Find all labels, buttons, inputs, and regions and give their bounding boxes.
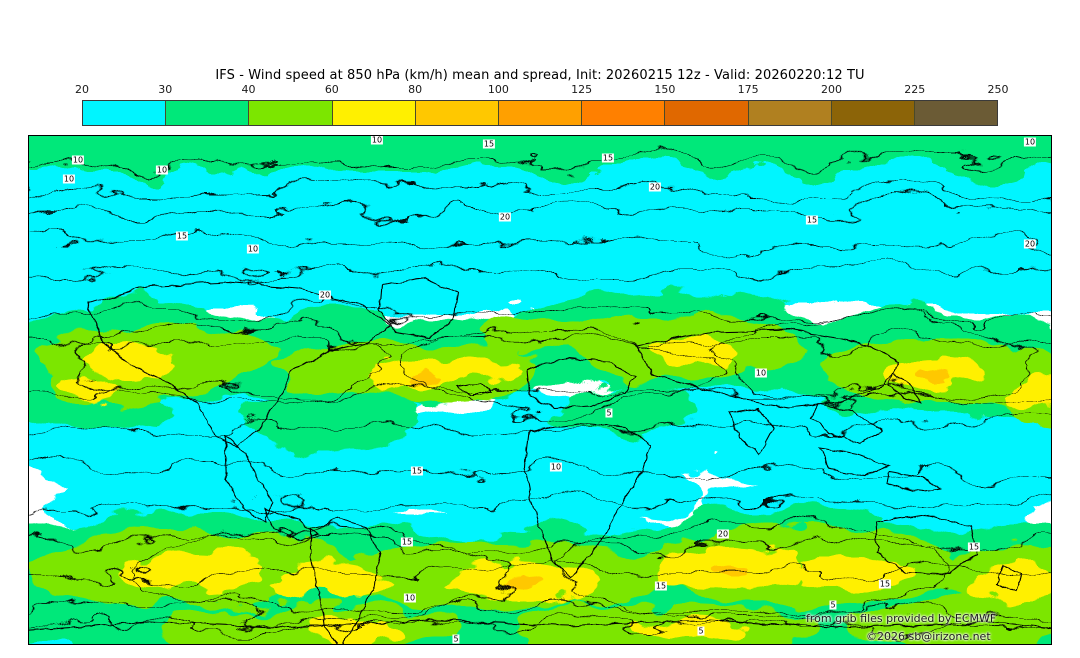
contour-label-5: 5 bbox=[829, 600, 837, 610]
colorbar-band-125-150 bbox=[582, 101, 666, 125]
contour-label-15: 15 bbox=[400, 537, 414, 547]
colorbar-tick-150: 150 bbox=[654, 83, 676, 96]
colorbar-tick-200: 200 bbox=[820, 83, 842, 96]
contour-label-20: 20 bbox=[498, 212, 512, 222]
contour-label-10: 10 bbox=[62, 174, 76, 184]
colorbar-band-200-225 bbox=[831, 101, 915, 125]
contour-label-5: 5 bbox=[697, 626, 705, 636]
colorbar-band-225-250 bbox=[914, 101, 998, 125]
colorbar-band-40-60 bbox=[249, 101, 333, 125]
contour-label-15: 15 bbox=[482, 139, 496, 149]
colorbar-tick-125: 125 bbox=[571, 83, 593, 96]
colorbar bbox=[82, 100, 998, 126]
colorbar-tick-175: 175 bbox=[737, 83, 759, 96]
colorbar-band-30-40 bbox=[166, 101, 250, 125]
colorbar-tick-225: 225 bbox=[904, 83, 926, 96]
band-80-100 bbox=[405, 370, 948, 588]
credit-ecmwf: from grib files provided by ECMWF bbox=[806, 612, 997, 625]
contour-label-15: 15 bbox=[967, 542, 981, 552]
colorbar-tick-60: 60 bbox=[324, 83, 339, 96]
contour-label-15: 15 bbox=[410, 466, 424, 476]
contour-label-5: 5 bbox=[605, 408, 613, 418]
colorbar-band-20-30 bbox=[83, 101, 167, 125]
contour-label-10: 10 bbox=[754, 368, 768, 378]
colorbar-tick-40: 40 bbox=[241, 83, 256, 96]
colorbar-band-80-100 bbox=[415, 101, 499, 125]
colorbar-band-60-80 bbox=[332, 101, 416, 125]
contour-label-15: 15 bbox=[654, 581, 668, 591]
contour-label-20: 20 bbox=[1023, 239, 1037, 249]
spread-contours bbox=[29, 157, 1051, 631]
contour-label-15: 15 bbox=[175, 231, 189, 241]
colorbar-ticks: 20 30 40 60 80 100 125 150 175 200 225 250 bbox=[75, 83, 1009, 99]
colorbar-tick-20: 20 bbox=[75, 83, 89, 96]
contour-label-layer: 10 10 10 10 10 15 15 20 20 20 15 20 10 15 10 10 15 15 20 15… bbox=[29, 136, 1051, 644]
contour-label-10: 10 bbox=[1023, 137, 1037, 147]
map-frame: 10 10 10 10 10 15 15 20 20 20 15 20 10 15 10 10 15 15 20 15… bbox=[28, 135, 1052, 645]
map-canvas bbox=[29, 136, 1051, 644]
contour-label-5: 5 bbox=[452, 634, 460, 644]
colorbar-tick-250: 250 bbox=[987, 83, 1009, 96]
contour-label-10: 10 bbox=[370, 135, 384, 145]
contour-label-10: 10 bbox=[155, 165, 169, 175]
colorbar-bands bbox=[82, 100, 998, 126]
coastlines bbox=[29, 277, 1051, 644]
contour-label-20: 20 bbox=[648, 182, 662, 192]
contour-label-20: 20 bbox=[318, 290, 332, 300]
contour-label-15: 15 bbox=[805, 215, 819, 225]
colorbar-tick-80: 80 bbox=[408, 83, 423, 96]
colorbar-band-150-175 bbox=[665, 101, 749, 125]
contour-label-10: 10 bbox=[246, 244, 260, 254]
contour-label-20: 20 bbox=[716, 529, 730, 539]
contour-label-15: 15 bbox=[601, 153, 615, 163]
colorbar-tick-30: 30 bbox=[158, 83, 173, 96]
contour-label-15: 15 bbox=[878, 579, 892, 589]
page-title: IFS - Wind speed at 850 hPa (km/h) mean … bbox=[215, 68, 865, 83]
colorbar-band-175-200 bbox=[748, 101, 832, 125]
contour-label-10: 10 bbox=[403, 593, 417, 603]
colorbar-band-100-125 bbox=[498, 101, 583, 125]
credit-copyright: ©2026 sb@irizone.net bbox=[866, 630, 991, 643]
contour-label-10: 10 bbox=[549, 462, 563, 472]
contour-label-10: 10 bbox=[71, 155, 85, 165]
colorbar-tick-100: 100 bbox=[487, 83, 509, 96]
